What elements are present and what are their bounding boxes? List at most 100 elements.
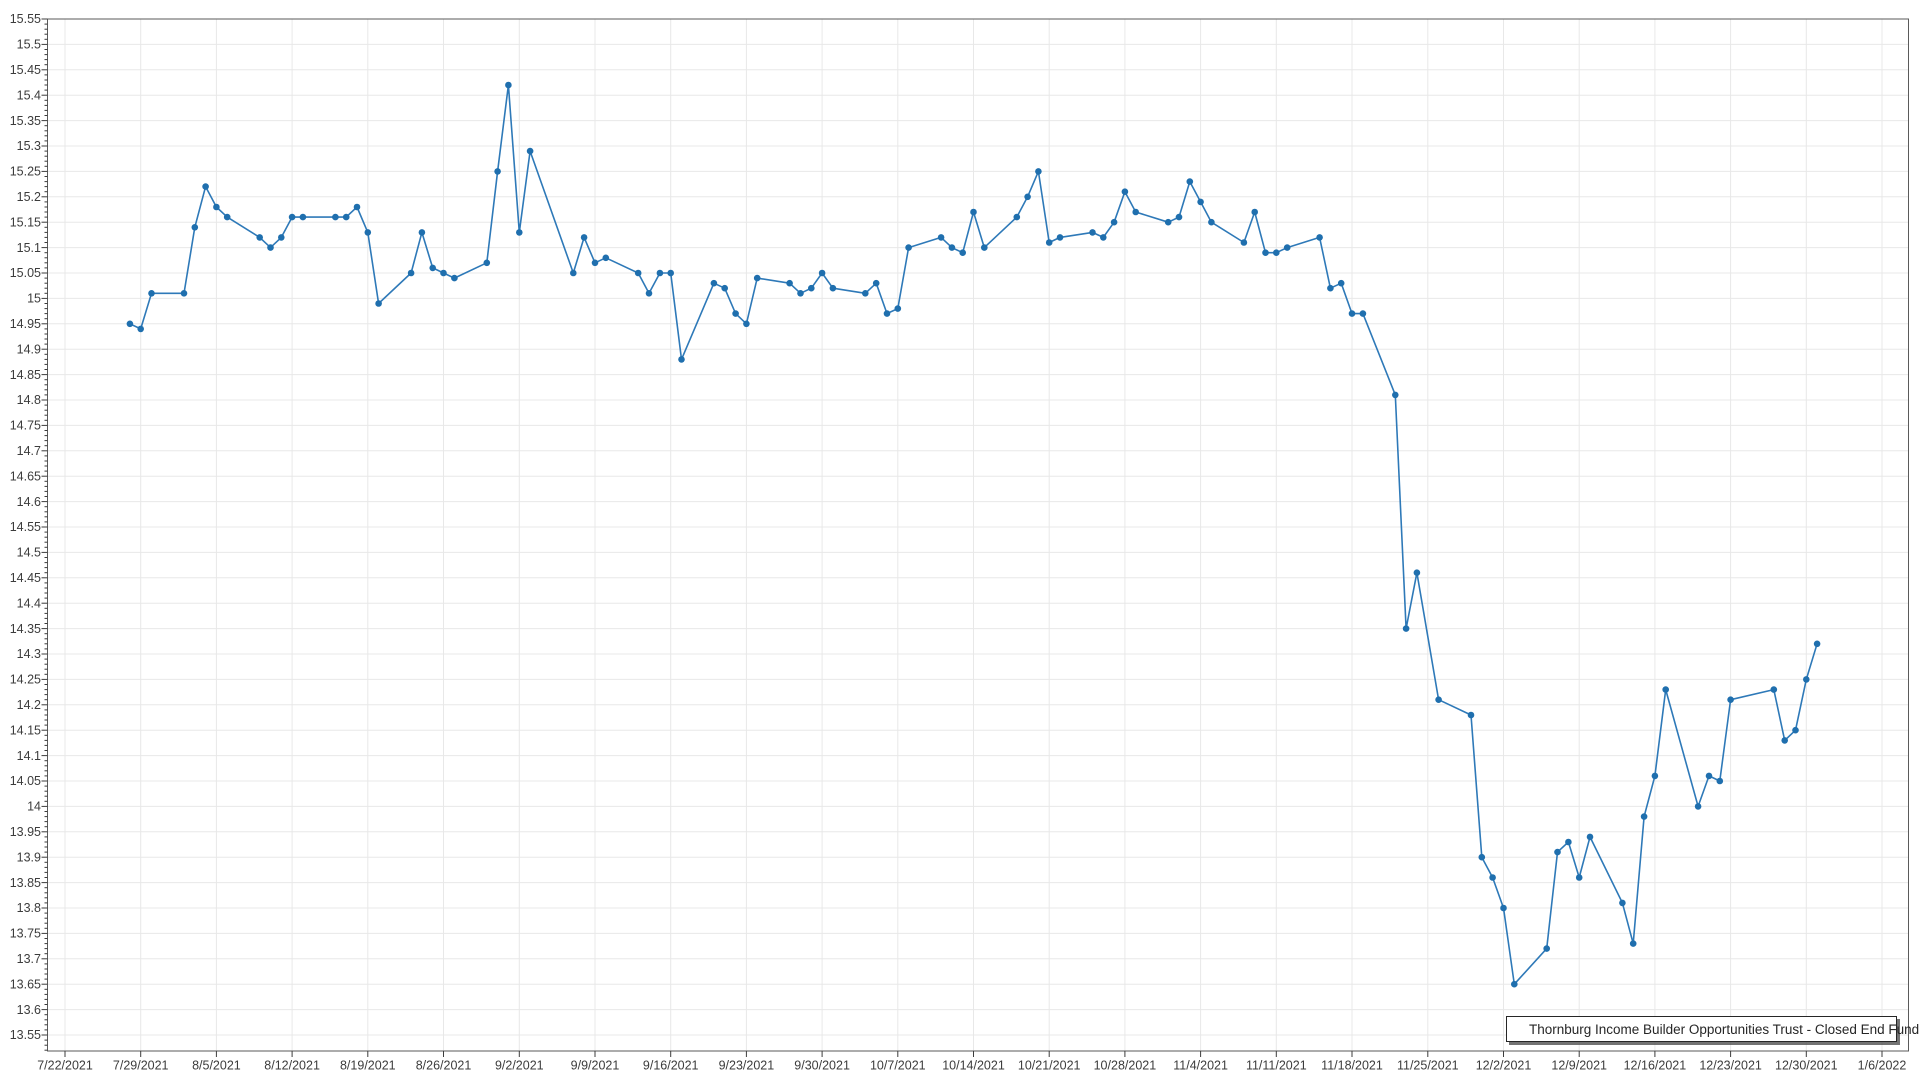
data-point[interactable]: [1197, 198, 1204, 206]
data-point[interactable]: [364, 229, 372, 236]
data-point[interactable]: [1100, 234, 1107, 241]
data-point[interactable]: [1716, 777, 1724, 785]
data-point[interactable]: [710, 279, 718, 287]
data-point[interactable]: [1262, 249, 1269, 256]
data-point[interactable]: [1359, 310, 1367, 317]
data-point[interactable]: [267, 244, 274, 251]
data-point[interactable]: [137, 325, 144, 333]
data-point[interactable]: [808, 284, 815, 292]
data-point[interactable]: [743, 320, 750, 328]
data-point[interactable]: [1770, 686, 1778, 693]
data-point[interactable]: [332, 213, 339, 221]
data-point[interactable]: [1554, 848, 1561, 856]
data-point[interactable]: [1240, 239, 1248, 246]
data-point[interactable]: [213, 203, 220, 211]
data-point[interactable]: [126, 320, 134, 328]
data-point[interactable]: [1619, 899, 1626, 907]
data-point[interactable]: [753, 274, 761, 282]
data-point[interactable]: [148, 290, 155, 297]
data-point[interactable]: [1705, 772, 1713, 780]
data-point[interactable]: [1651, 772, 1659, 780]
data-point[interactable]: [407, 269, 415, 277]
data-point[interactable]: [970, 208, 977, 216]
data-point[interactable]: [1110, 218, 1118, 226]
data-point[interactable]: [1511, 980, 1518, 988]
data-point[interactable]: [1013, 213, 1021, 221]
data-point[interactable]: [1586, 833, 1594, 841]
data-point[interactable]: [634, 269, 642, 277]
data-point[interactable]: [202, 183, 209, 190]
data-point[interactable]: [1056, 234, 1064, 241]
data-point[interactable]: [1792, 726, 1799, 734]
data-point[interactable]: [256, 234, 264, 241]
data-point[interactable]: [1348, 310, 1356, 317]
data-point[interactable]: [1467, 711, 1475, 719]
data-point[interactable]: [797, 290, 804, 297]
data-point[interactable]: [483, 259, 491, 267]
data-point[interactable]: [786, 279, 793, 287]
data-point[interactable]: [418, 229, 426, 236]
data-point[interactable]: [721, 284, 728, 292]
data-point[interactable]: [1662, 686, 1669, 693]
data-point[interactable]: [440, 269, 447, 277]
data-point[interactable]: [1402, 625, 1410, 632]
data-point[interactable]: [1045, 239, 1053, 246]
data-point[interactable]: [667, 269, 674, 277]
data-point[interactable]: [645, 290, 653, 297]
data-point[interactable]: [818, 269, 826, 277]
data-point[interactable]: [1803, 676, 1810, 683]
data-point[interactable]: [862, 290, 869, 297]
data-point[interactable]: [342, 213, 350, 221]
data-point[interactable]: [526, 147, 534, 155]
data-point[interactable]: [1435, 696, 1442, 703]
data-point[interactable]: [1024, 193, 1031, 201]
data-point[interactable]: [905, 244, 912, 251]
data-point[interactable]: [299, 213, 307, 221]
data-point[interactable]: [1186, 178, 1194, 185]
data-point[interactable]: [591, 259, 599, 267]
data-point[interactable]: [1489, 874, 1496, 881]
data-point[interactable]: [1575, 874, 1583, 881]
data-point[interactable]: [1543, 945, 1550, 952]
data-point[interactable]: [1273, 249, 1280, 256]
data-point[interactable]: [1392, 391, 1399, 399]
data-point[interactable]: [1413, 569, 1421, 576]
data-point[interactable]: [451, 274, 458, 282]
data-point[interactable]: [1727, 696, 1734, 703]
data-point[interactable]: [1500, 904, 1507, 912]
data-point[interactable]: [375, 300, 382, 307]
data-point[interactable]: [180, 290, 188, 297]
data-point[interactable]: [1813, 640, 1821, 648]
data-point[interactable]: [894, 305, 902, 312]
data-point[interactable]: [516, 229, 523, 236]
data-point[interactable]: [602, 254, 610, 262]
data-point[interactable]: [829, 284, 837, 292]
data-point[interactable]: [1251, 208, 1258, 216]
data-point[interactable]: [959, 249, 966, 256]
data-point[interactable]: [1132, 208, 1139, 216]
data-point[interactable]: [288, 213, 296, 221]
data-point[interactable]: [1283, 244, 1291, 251]
data-point[interactable]: [223, 213, 231, 221]
data-point[interactable]: [353, 203, 361, 211]
data-point[interactable]: [948, 244, 956, 251]
data-point[interactable]: [883, 310, 891, 317]
data-point[interactable]: [1337, 279, 1345, 287]
data-point[interactable]: [1121, 188, 1129, 195]
data-point[interactable]: [1164, 218, 1172, 226]
data-point[interactable]: [191, 224, 199, 231]
data-point[interactable]: [1089, 229, 1096, 236]
data-point[interactable]: [1781, 737, 1788, 744]
data-point[interactable]: [580, 234, 588, 241]
data-point[interactable]: [429, 264, 437, 272]
data-point[interactable]: [1478, 853, 1486, 861]
data-point[interactable]: [505, 81, 512, 89]
data-point[interactable]: [1316, 234, 1323, 241]
data-point[interactable]: [1175, 213, 1183, 221]
data-point[interactable]: [937, 234, 945, 241]
data-point[interactable]: [278, 234, 285, 241]
data-point[interactable]: [678, 356, 685, 363]
data-point[interactable]: [494, 168, 501, 175]
data-point[interactable]: [981, 244, 988, 251]
data-point[interactable]: [1694, 803, 1702, 810]
